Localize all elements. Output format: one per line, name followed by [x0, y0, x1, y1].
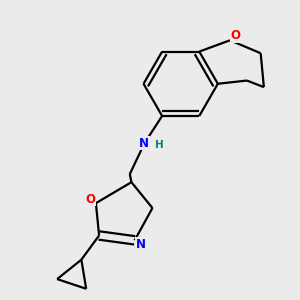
Text: N: N [139, 137, 149, 150]
Text: O: O [85, 193, 95, 206]
Text: O: O [231, 29, 241, 42]
Text: H: H [155, 140, 164, 150]
Text: N: N [136, 238, 146, 251]
